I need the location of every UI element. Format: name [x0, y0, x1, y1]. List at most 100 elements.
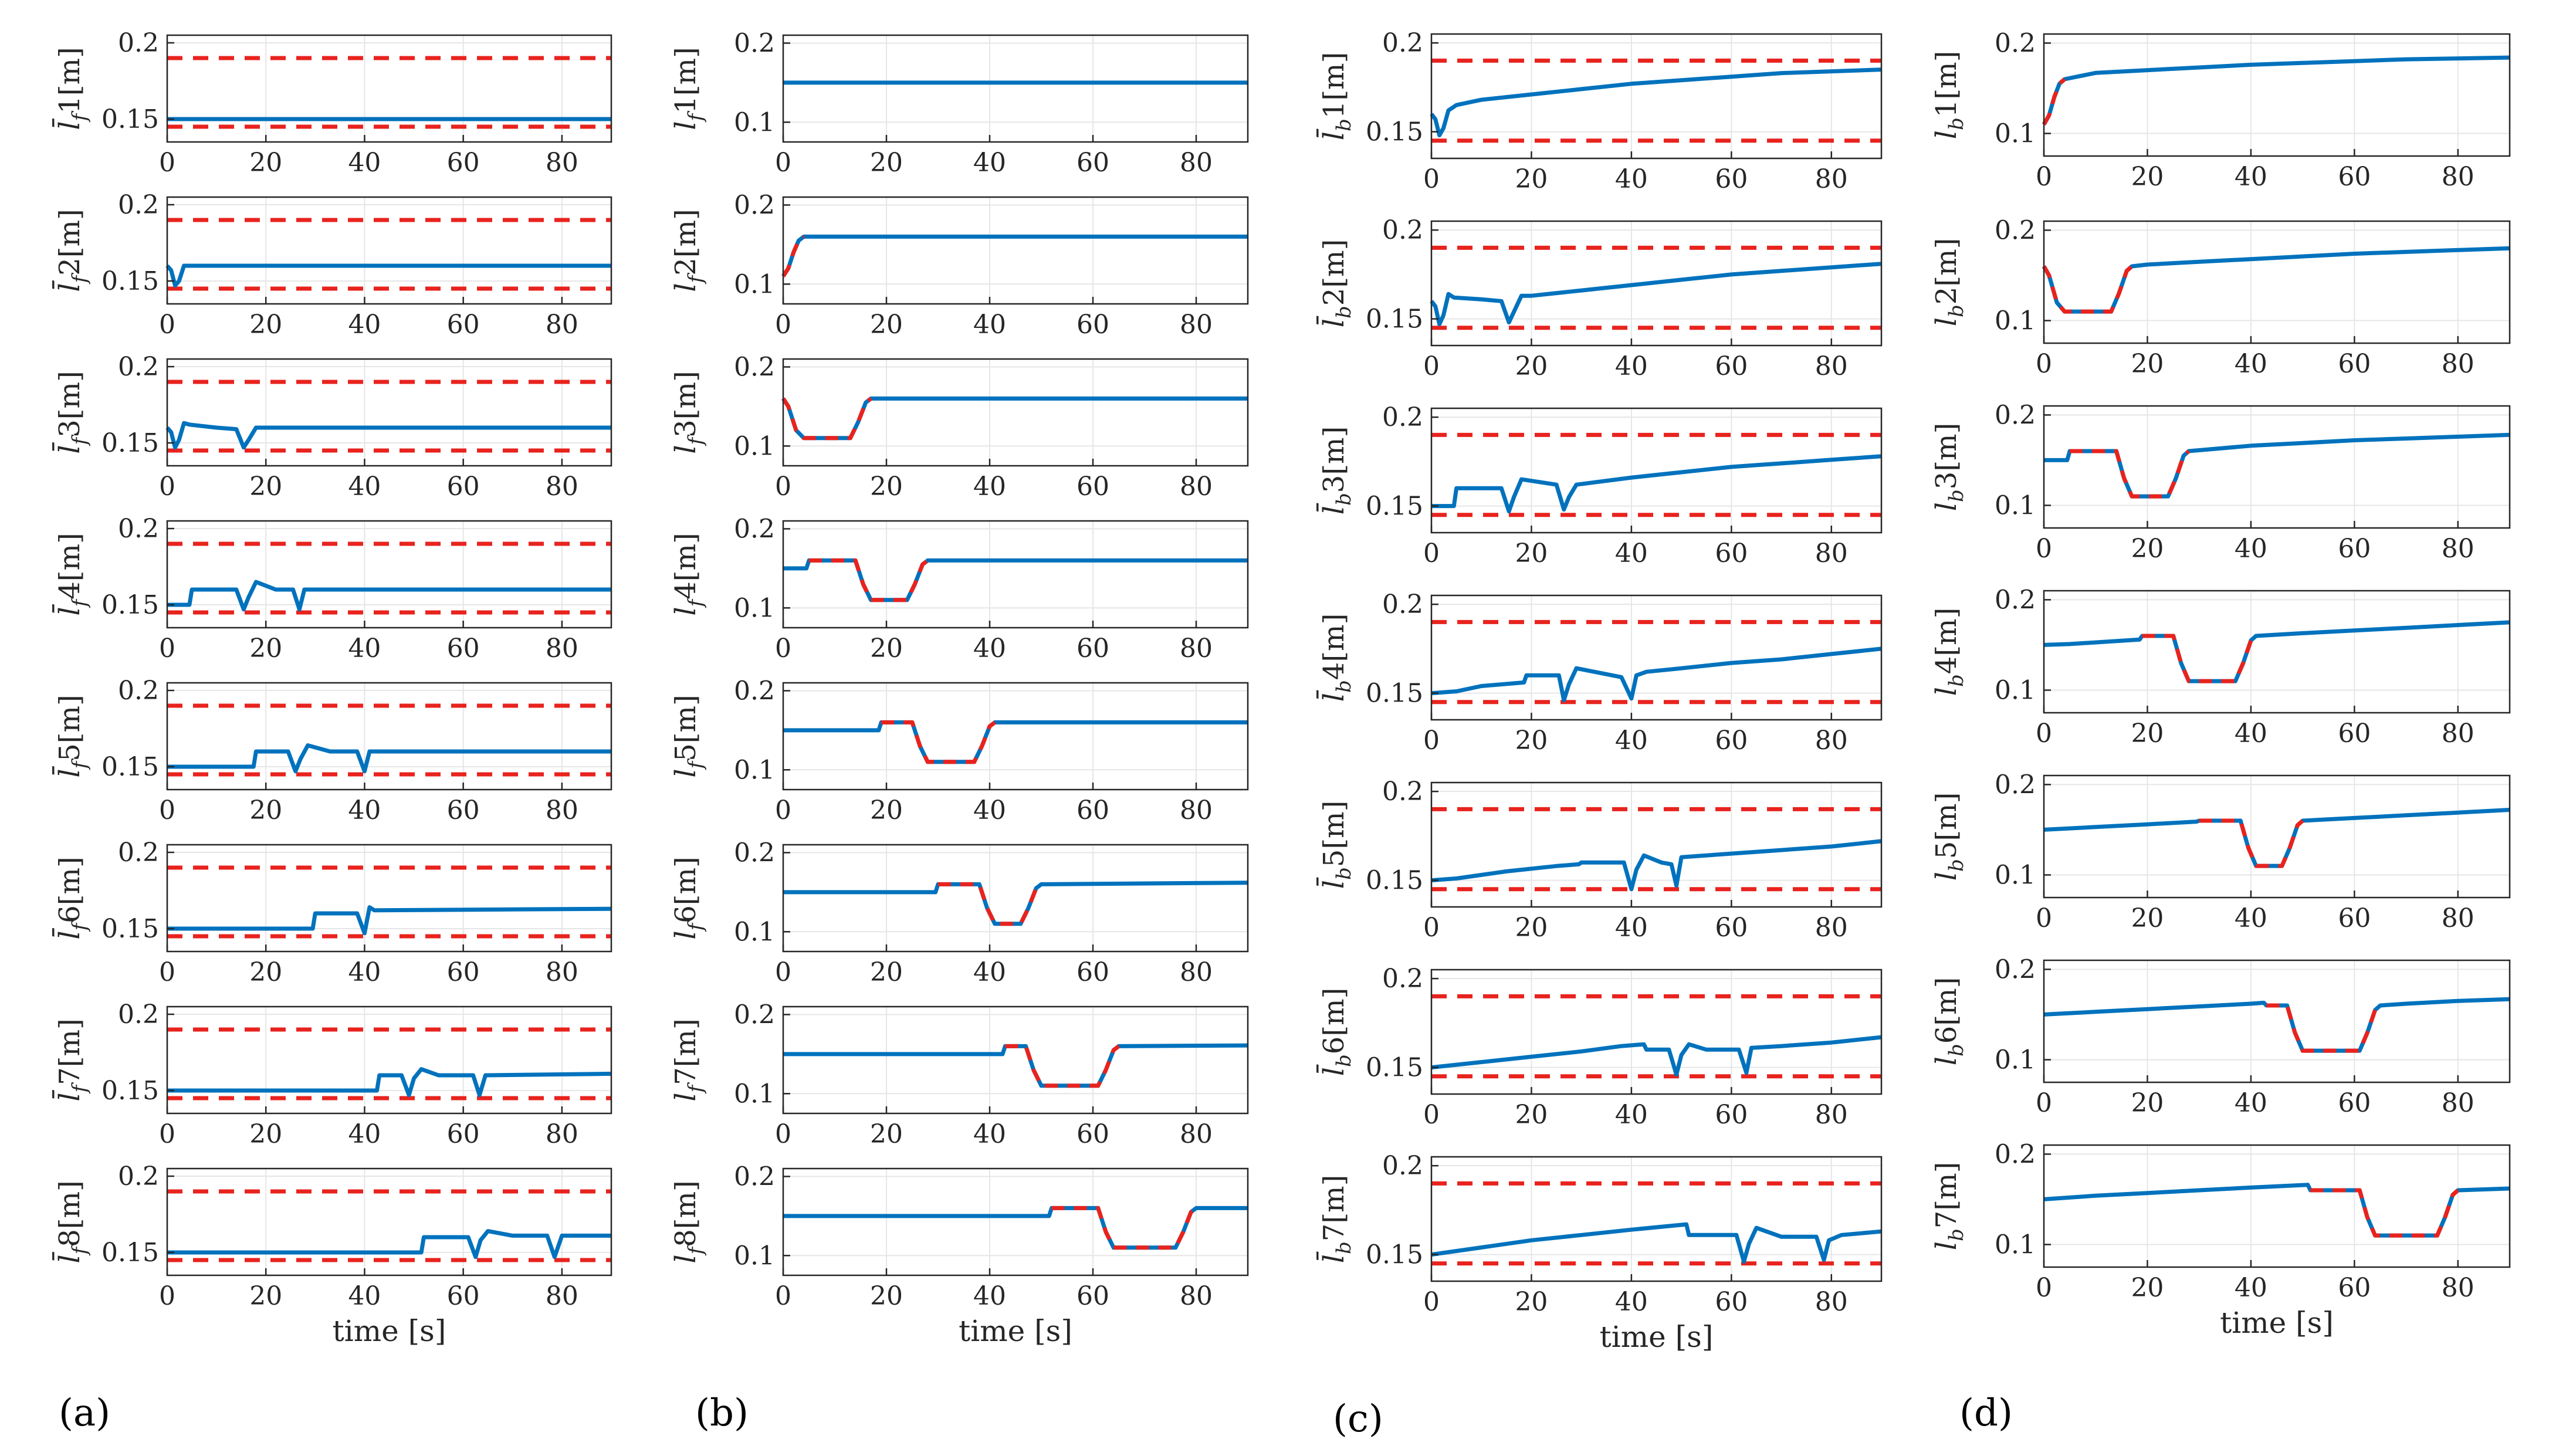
x-tick-label: 40	[348, 795, 381, 825]
y-tick-label: 0.2	[1382, 777, 1423, 807]
x-tick-label: 0	[1423, 539, 1440, 568]
x-tick-label: 40	[2235, 903, 2267, 933]
y-tick-label: 0.2	[734, 1000, 775, 1030]
y-axis-label: l̄f1[m]	[52, 47, 92, 130]
x-tick-label: 60	[1715, 1100, 1748, 1130]
signal-line-l̄_b7	[1431, 1222, 1882, 1264]
x-tick-label: 0	[1423, 1100, 1440, 1130]
x-tick-label: 80	[546, 957, 578, 987]
y-axis-label: lf1[m]	[669, 47, 708, 130]
x-tick-label: 20	[870, 472, 903, 502]
subplot-b-1: 0 20 40 60 80 0.1 0.2 lf1[m]	[669, 28, 1249, 178]
y-tick-label: 0.1	[734, 755, 775, 785]
signal-line-l̄_b6	[1431, 1035, 1882, 1077]
axes-box	[782, 844, 1249, 953]
y-tick-label: 0.2	[734, 190, 775, 220]
signal-line-l_b3	[2044, 432, 2510, 499]
y-tick-label: 0.2	[1382, 964, 1423, 994]
reference-line	[2266, 1003, 2382, 1053]
signal-line-l_b2	[2042, 246, 2510, 314]
x-tick-label: 80	[2442, 1273, 2474, 1303]
x-tick-label: 0	[1423, 164, 1440, 194]
signal-line-l̄_f7	[167, 1067, 612, 1098]
x-tick-label: 20	[2131, 719, 2164, 749]
x-tick-label: 0	[2036, 903, 2052, 933]
y-axis-label: lf7[m]	[669, 1018, 708, 1101]
axes-box	[1430, 407, 1883, 534]
x-tick-label: 60	[1077, 1119, 1109, 1149]
x-tick-label: 40	[348, 1281, 381, 1311]
reference-line	[938, 882, 1043, 926]
y-tick-label: 0.2	[1382, 215, 1423, 245]
x-tick-label: 20	[870, 634, 903, 663]
y-axis-label: lf4[m]	[669, 533, 708, 615]
subplot-a-5: 0 20 40 60 80 0.15 0.2 l̄f5[m]	[52, 676, 612, 825]
x-tick-label: 80	[2442, 1088, 2474, 1118]
x-tick-label: 40	[348, 472, 381, 502]
y-tick-label: 0.2	[118, 676, 159, 706]
y-tick-label: 0.1	[734, 1241, 775, 1271]
x-tick-label: 20	[1515, 1100, 1548, 1130]
axes-box	[1430, 33, 1883, 160]
y-axis-label: lb3[m]	[1930, 423, 1968, 512]
axes-box	[166, 844, 612, 953]
x-tick-label: 80	[546, 795, 578, 825]
y-tick-label: 0.1	[1995, 1230, 2036, 1259]
x-tick-label: 0	[159, 1119, 175, 1149]
signal-line-l̄_f4	[167, 580, 611, 612]
y-axis-label: l̄f7[m]	[52, 1018, 92, 1101]
y-axis-label: lf2[m]	[669, 209, 708, 292]
y-axis-label: l̄b3[m]	[1316, 426, 1356, 515]
y-tick-label: 0.2	[1995, 400, 2036, 430]
x-tick-label: 20	[1515, 539, 1548, 568]
x-tick-label: 40	[2235, 1088, 2267, 1118]
y-axis-label: lf8[m]	[669, 1180, 708, 1263]
y-axis-label: lb6[m]	[1930, 977, 1968, 1066]
y-axis-label: l̄f3[m]	[52, 371, 92, 453]
signal-line-l_f8	[783, 1206, 1248, 1250]
x-tick-label: 0	[775, 795, 791, 825]
subplot-d-1: 0 20 40 60 80 0.1 0.2 lb1[m]	[1930, 28, 2511, 192]
x-tick-label: 0	[159, 472, 175, 502]
x-tick-label: 0	[2036, 1088, 2052, 1118]
x-tick-label: 20	[2131, 534, 2164, 564]
x-tick-label: 60	[1715, 351, 1748, 381]
x-tick-label: 0	[159, 634, 175, 663]
x-axis-label: time [s]	[1600, 1320, 1714, 1354]
x-tick-label: 60	[1715, 1287, 1748, 1317]
subplot-c-5: 0 20 40 60 80 0.15 0.2 l̄b5[m]	[1316, 777, 1883, 943]
y-tick-label: 0.2	[118, 352, 159, 382]
y-tick-label: 0.1	[1995, 860, 2036, 890]
reference-line	[881, 720, 996, 764]
x-tick-label: 80	[1180, 472, 1213, 502]
axes-box	[166, 520, 612, 629]
signal-line-l_f6	[783, 881, 1248, 926]
y-tick-label: 0.15	[101, 428, 159, 458]
y-tick-label: 0.1	[1995, 118, 2036, 148]
y-tick-label: 0.1	[734, 107, 775, 137]
reference-line	[1051, 1206, 1198, 1250]
reference-line	[781, 235, 805, 277]
x-tick-label: 0	[2036, 162, 2052, 192]
subplot-a-3: 0 20 40 60 80 0.15 0.2 l̄f3[m]	[52, 352, 612, 502]
subplot-b-2: 0 20 40 60 80 0.1 0.2 lf2[m]	[669, 190, 1249, 340]
x-tick-label: 80	[546, 634, 578, 663]
y-axis-label: l̄f6[m]	[52, 856, 92, 939]
y-tick-label: 0.2	[1382, 28, 1423, 58]
y-tick-label: 0.2	[734, 676, 775, 706]
subplot-c-2: 0 20 40 60 80 0.15 0.2 l̄b2[m]	[1316, 215, 1883, 381]
reference-line	[781, 397, 872, 441]
x-tick-label: 80	[2442, 719, 2474, 749]
reference-line	[2070, 449, 2191, 499]
y-tick-label: 0.15	[101, 590, 159, 620]
x-tick-label: 0	[1423, 913, 1440, 943]
x-tick-label: 40	[1615, 164, 1648, 194]
x-tick-label: 0	[2036, 534, 2052, 564]
y-tick-label: 0.1	[734, 917, 775, 947]
signal-line-l̄_b1	[1430, 67, 1882, 138]
x-tick-label: 20	[249, 1281, 282, 1311]
axes-box	[166, 196, 612, 305]
x-tick-label: 60	[1077, 957, 1109, 987]
x-tick-label: 60	[2338, 534, 2371, 564]
